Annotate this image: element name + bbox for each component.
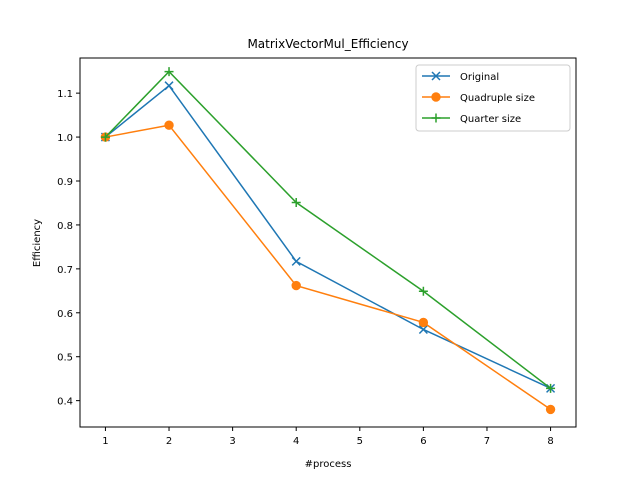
data-point (164, 67, 174, 77)
plot-area (100, 67, 556, 415)
x-tick-label: 2 (166, 436, 172, 447)
data-point (164, 81, 174, 91)
legend-box (415, 64, 571, 132)
y-tick-label: 0.9 (57, 177, 73, 188)
data-point (100, 132, 110, 142)
axes-frame (79, 57, 577, 428)
legend-marker (431, 92, 441, 102)
legend-label: Original (460, 72, 499, 83)
axis-ticks: 1 2 3 4 5 6 7 8 0.4 0.5 0.6 0.7 0.8 0.9 1.0 1.1 (57, 89, 554, 447)
y-tick-label: 0.8 (57, 221, 73, 232)
data-point (545, 404, 556, 415)
legend-entry: Quadruple size (422, 92, 535, 104)
series-quarter-size (100, 67, 556, 393)
x-tick-label: 7 (484, 436, 490, 447)
data-point (418, 317, 429, 328)
y-tick-label: 0.7 (57, 265, 73, 276)
data-point (291, 280, 301, 291)
x-tick-label: 6 (420, 436, 426, 447)
data-point (291, 256, 301, 266)
legend: Original Quadruple size Quarter size (415, 64, 571, 132)
x-tick-label: 1 (102, 436, 108, 447)
y-tick-label: 0.4 (57, 397, 73, 408)
data-point (291, 198, 301, 208)
y-tick-label: 1.1 (57, 89, 73, 100)
y-tick-label: 1.0 (57, 133, 73, 144)
chart-title: MatrixVectorMul_Efficiency (247, 37, 408, 51)
legend-label: Quarter size (460, 114, 521, 125)
legend-marker (431, 71, 441, 81)
x-axis-label: #process (305, 459, 352, 470)
data-point (546, 383, 556, 393)
y-axis-label: Efficiency (32, 219, 43, 267)
data-point (418, 324, 428, 335)
data-point (164, 120, 174, 130)
y-tick-label: 0.5 (57, 353, 73, 364)
legend-entry: Original (422, 71, 499, 83)
x-tick-label: 8 (547, 436, 553, 447)
legend-entry: Quarter size (422, 113, 521, 125)
x-tick-label: 4 (293, 436, 299, 447)
y-tick-label: 0.6 (57, 309, 73, 320)
legend-label: Quadruple size (460, 93, 535, 104)
x-tick-label: 3 (229, 436, 235, 447)
x-tick-label: 5 (357, 436, 363, 447)
data-point (418, 286, 428, 296)
legend-marker (431, 113, 441, 123)
